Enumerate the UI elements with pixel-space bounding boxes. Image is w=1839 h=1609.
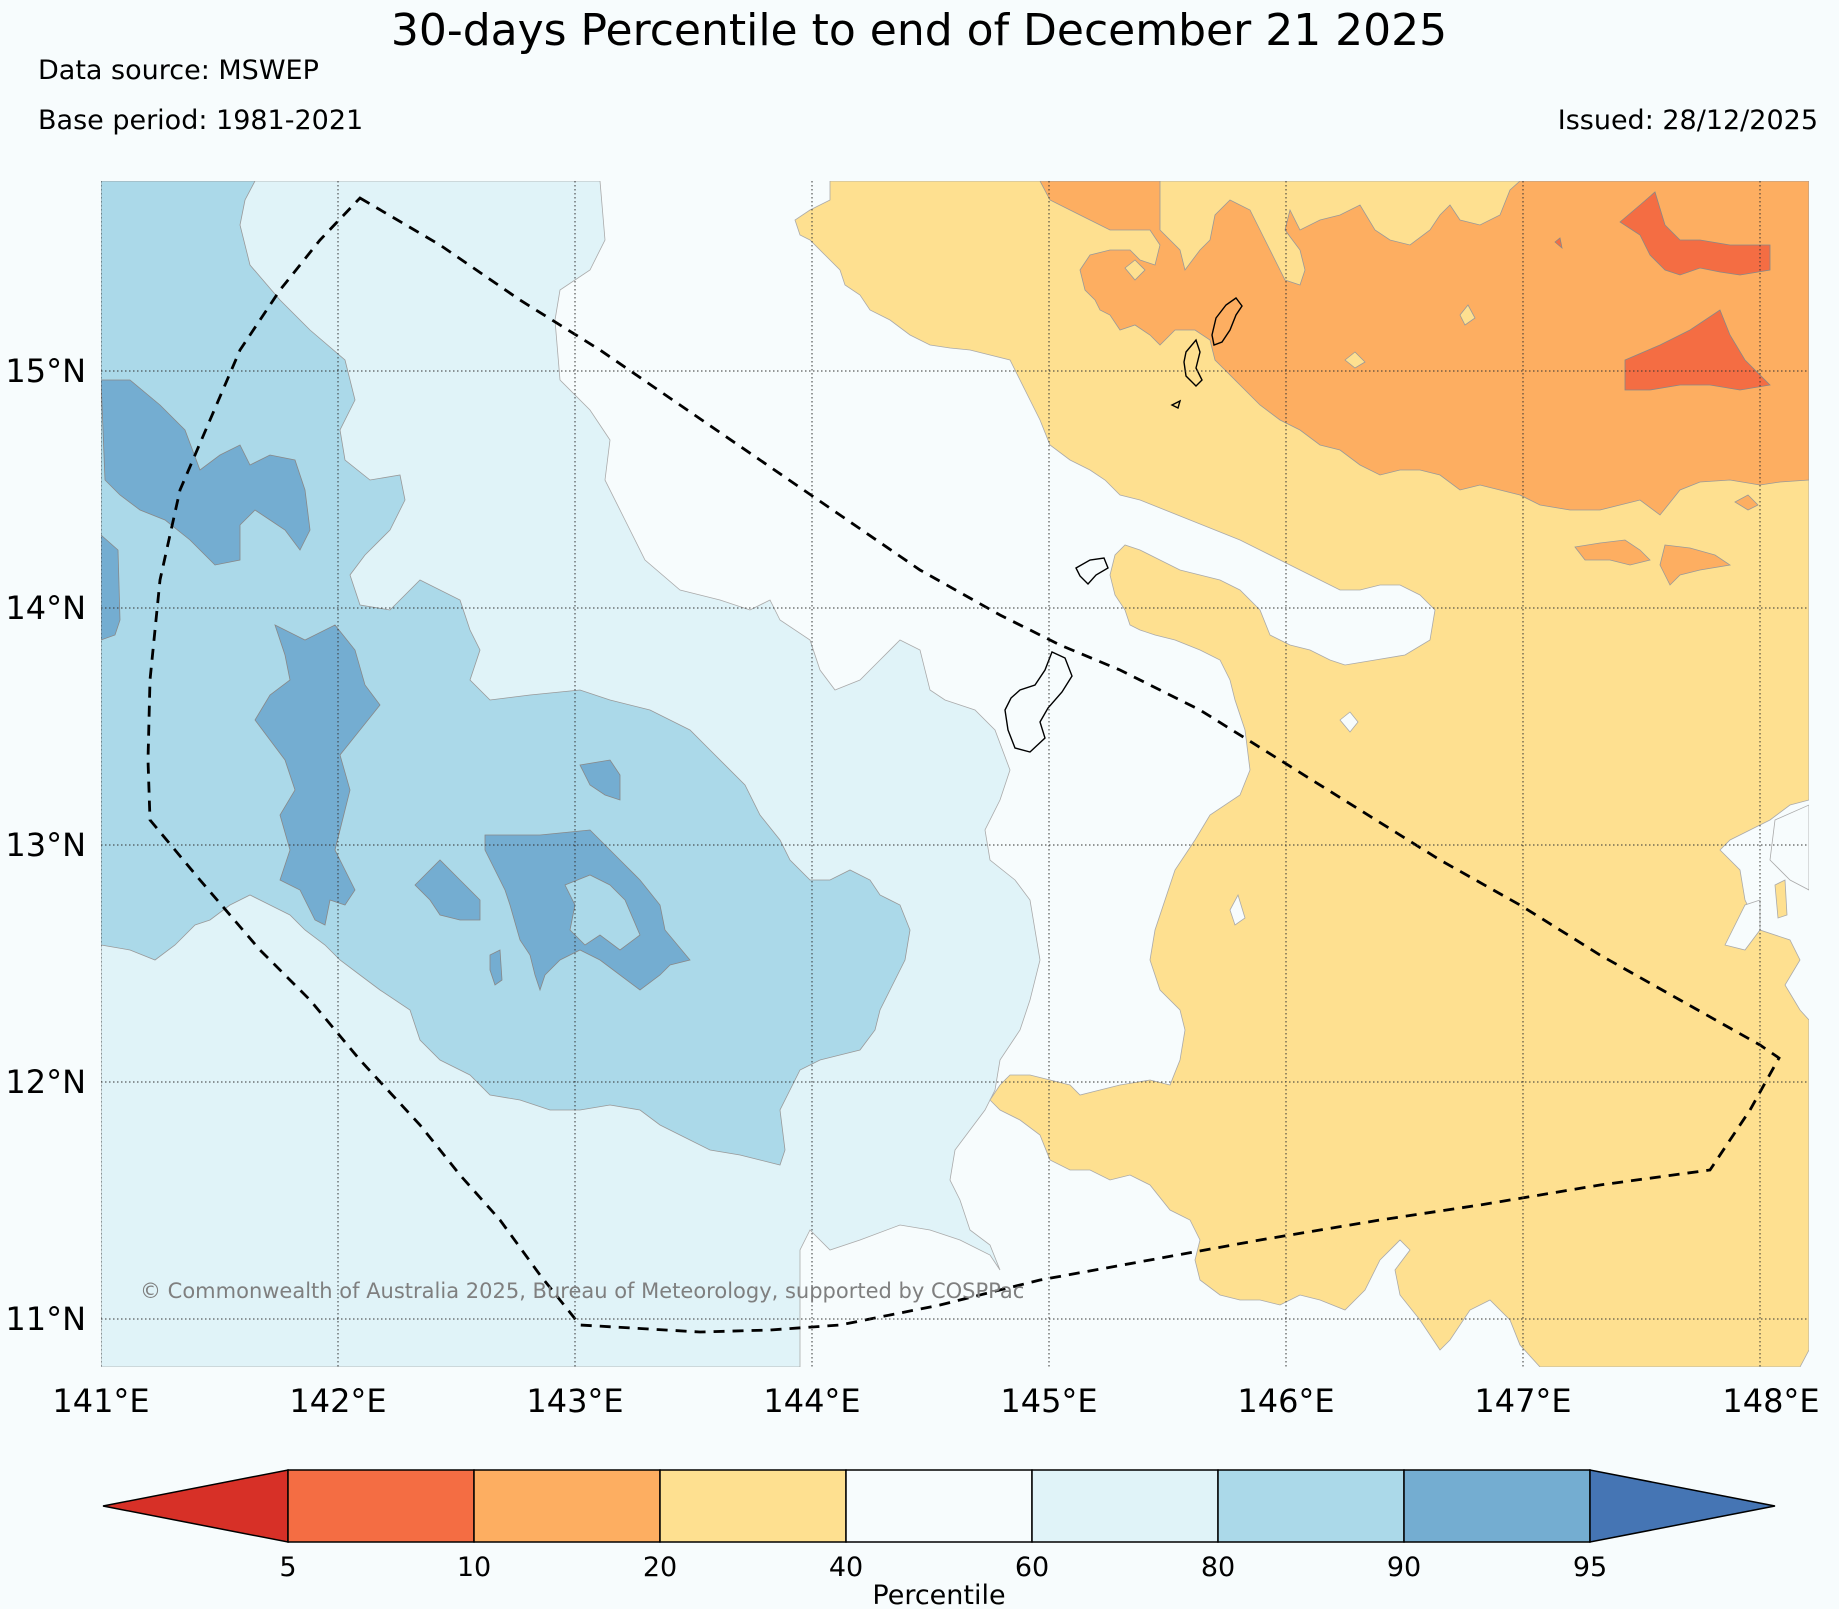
lon-tick-147: 147°E xyxy=(1474,1382,1571,1420)
colorbar-tick-10: 10 xyxy=(457,1552,491,1583)
percentile-region-5-10-c xyxy=(1554,237,1563,250)
map-area: © Commonwealth of Australia 2025, Bureau… xyxy=(101,181,1809,1367)
colorbar-segment-40-60 xyxy=(845,1469,1033,1543)
lon-tick-145: 145°E xyxy=(1000,1382,1097,1420)
percentile-region-10-20-c xyxy=(1659,544,1732,586)
percentile-hole-e xyxy=(1724,899,1761,951)
lon-tick-141: 141°E xyxy=(52,1382,149,1420)
percentile-hole-a xyxy=(1769,804,1809,891)
base-period-label: Base period: 1981-2021 xyxy=(38,105,363,136)
colorbar-tick-80: 80 xyxy=(1201,1552,1235,1583)
percentile-region-90-95-c xyxy=(254,624,381,926)
colorbar-label: Percentile xyxy=(872,1580,1005,1609)
percentile-hole-c xyxy=(1229,893,1246,926)
percentile-region-5-10 xyxy=(1619,191,1771,276)
percentile-hole-h xyxy=(1459,304,1476,326)
eez-boundary-dashed xyxy=(146,196,1781,1334)
colorbar-segment-5-10 xyxy=(287,1469,475,1543)
colorbar-tick-labels: 5 10 20 40 60 80 90 95 xyxy=(279,1552,1607,1583)
percentile-region-10-20-b xyxy=(1574,539,1651,566)
percentile-region-90-95-e xyxy=(414,859,481,921)
percentile-region-5-10-b xyxy=(1624,309,1771,391)
lon-tick-142: 142°E xyxy=(289,1382,386,1420)
percentile-hole-b xyxy=(1339,711,1359,733)
colorbar-tick-95: 95 xyxy=(1573,1552,1607,1583)
percentile-region-90-95-g xyxy=(489,949,503,986)
percentile-region-10-20-d xyxy=(1734,494,1759,511)
colorbar-segment-20-40 xyxy=(659,1469,847,1543)
lat-tick-11: 11°N xyxy=(5,1300,86,1338)
guam-outline xyxy=(1004,651,1073,753)
lon-tick-148: 148°E xyxy=(1722,1382,1819,1420)
lat-tick-14: 14°N xyxy=(5,589,86,627)
colorbar-tick-40: 40 xyxy=(829,1552,863,1583)
percentile-region-80-90 xyxy=(101,181,911,1166)
percentile-region-90-95-d xyxy=(484,829,691,992)
lon-tick-146: 146°E xyxy=(1237,1382,1334,1420)
colorbar-segment-90-95 xyxy=(1403,1469,1591,1543)
colorbar-segment-60-80 xyxy=(1031,1469,1219,1543)
percentile-region-90-95-b xyxy=(101,534,121,641)
colorbar-segment-10-20 xyxy=(473,1469,661,1543)
data-source-label: Data source: MSWEP xyxy=(38,55,319,86)
colorbar-arrow-low xyxy=(102,1469,289,1543)
saipan-outline xyxy=(1211,297,1243,346)
island-outlines xyxy=(1004,297,1243,753)
percentile-hole-d xyxy=(1774,879,1788,919)
copyright-notice: © Commonwealth of Australia 2025, Bureau… xyxy=(140,1279,1024,1303)
colorbar-segment-80-90 xyxy=(1217,1469,1405,1543)
percentile-region-90-95-a xyxy=(101,379,311,566)
colorbar-tick-60: 60 xyxy=(1015,1552,1049,1583)
lat-tick-labels: 15°N 14°N 13°N 12°N 11°N xyxy=(5,352,86,1338)
colorbar-legend xyxy=(102,1469,1776,1543)
graticule xyxy=(101,181,1809,1367)
colorbar-tick-5: 5 xyxy=(279,1552,296,1583)
colorbar-tick-20: 20 xyxy=(643,1552,677,1583)
rota-outline xyxy=(1075,557,1109,586)
percentile-hole-g xyxy=(1344,351,1366,369)
lon-tick-labels: 141°E 142°E 143°E 144°E 145°E 146°E 147°… xyxy=(52,1382,1819,1420)
tinian-outline xyxy=(1183,338,1203,387)
percentile-region-10-20 xyxy=(1039,181,1809,516)
map-title: 30-days Percentile to end of December 21… xyxy=(391,5,1447,56)
issued-date-label: Issued: 28/12/2025 xyxy=(1558,105,1818,136)
lon-tick-143: 143°E xyxy=(526,1382,623,1420)
lon-tick-144: 144°E xyxy=(763,1382,860,1420)
lat-tick-12: 12°N xyxy=(5,1063,86,1101)
colorbar-tick-90: 90 xyxy=(1387,1552,1421,1583)
lat-tick-13: 13°N xyxy=(5,826,86,864)
lat-tick-15: 15°N xyxy=(5,352,86,390)
aguijan-outline xyxy=(1170,399,1182,410)
colorbar-arrow-high xyxy=(1589,1469,1776,1543)
percentile-region-90-95-f xyxy=(579,759,621,801)
percentile-hole-f xyxy=(1124,259,1146,281)
